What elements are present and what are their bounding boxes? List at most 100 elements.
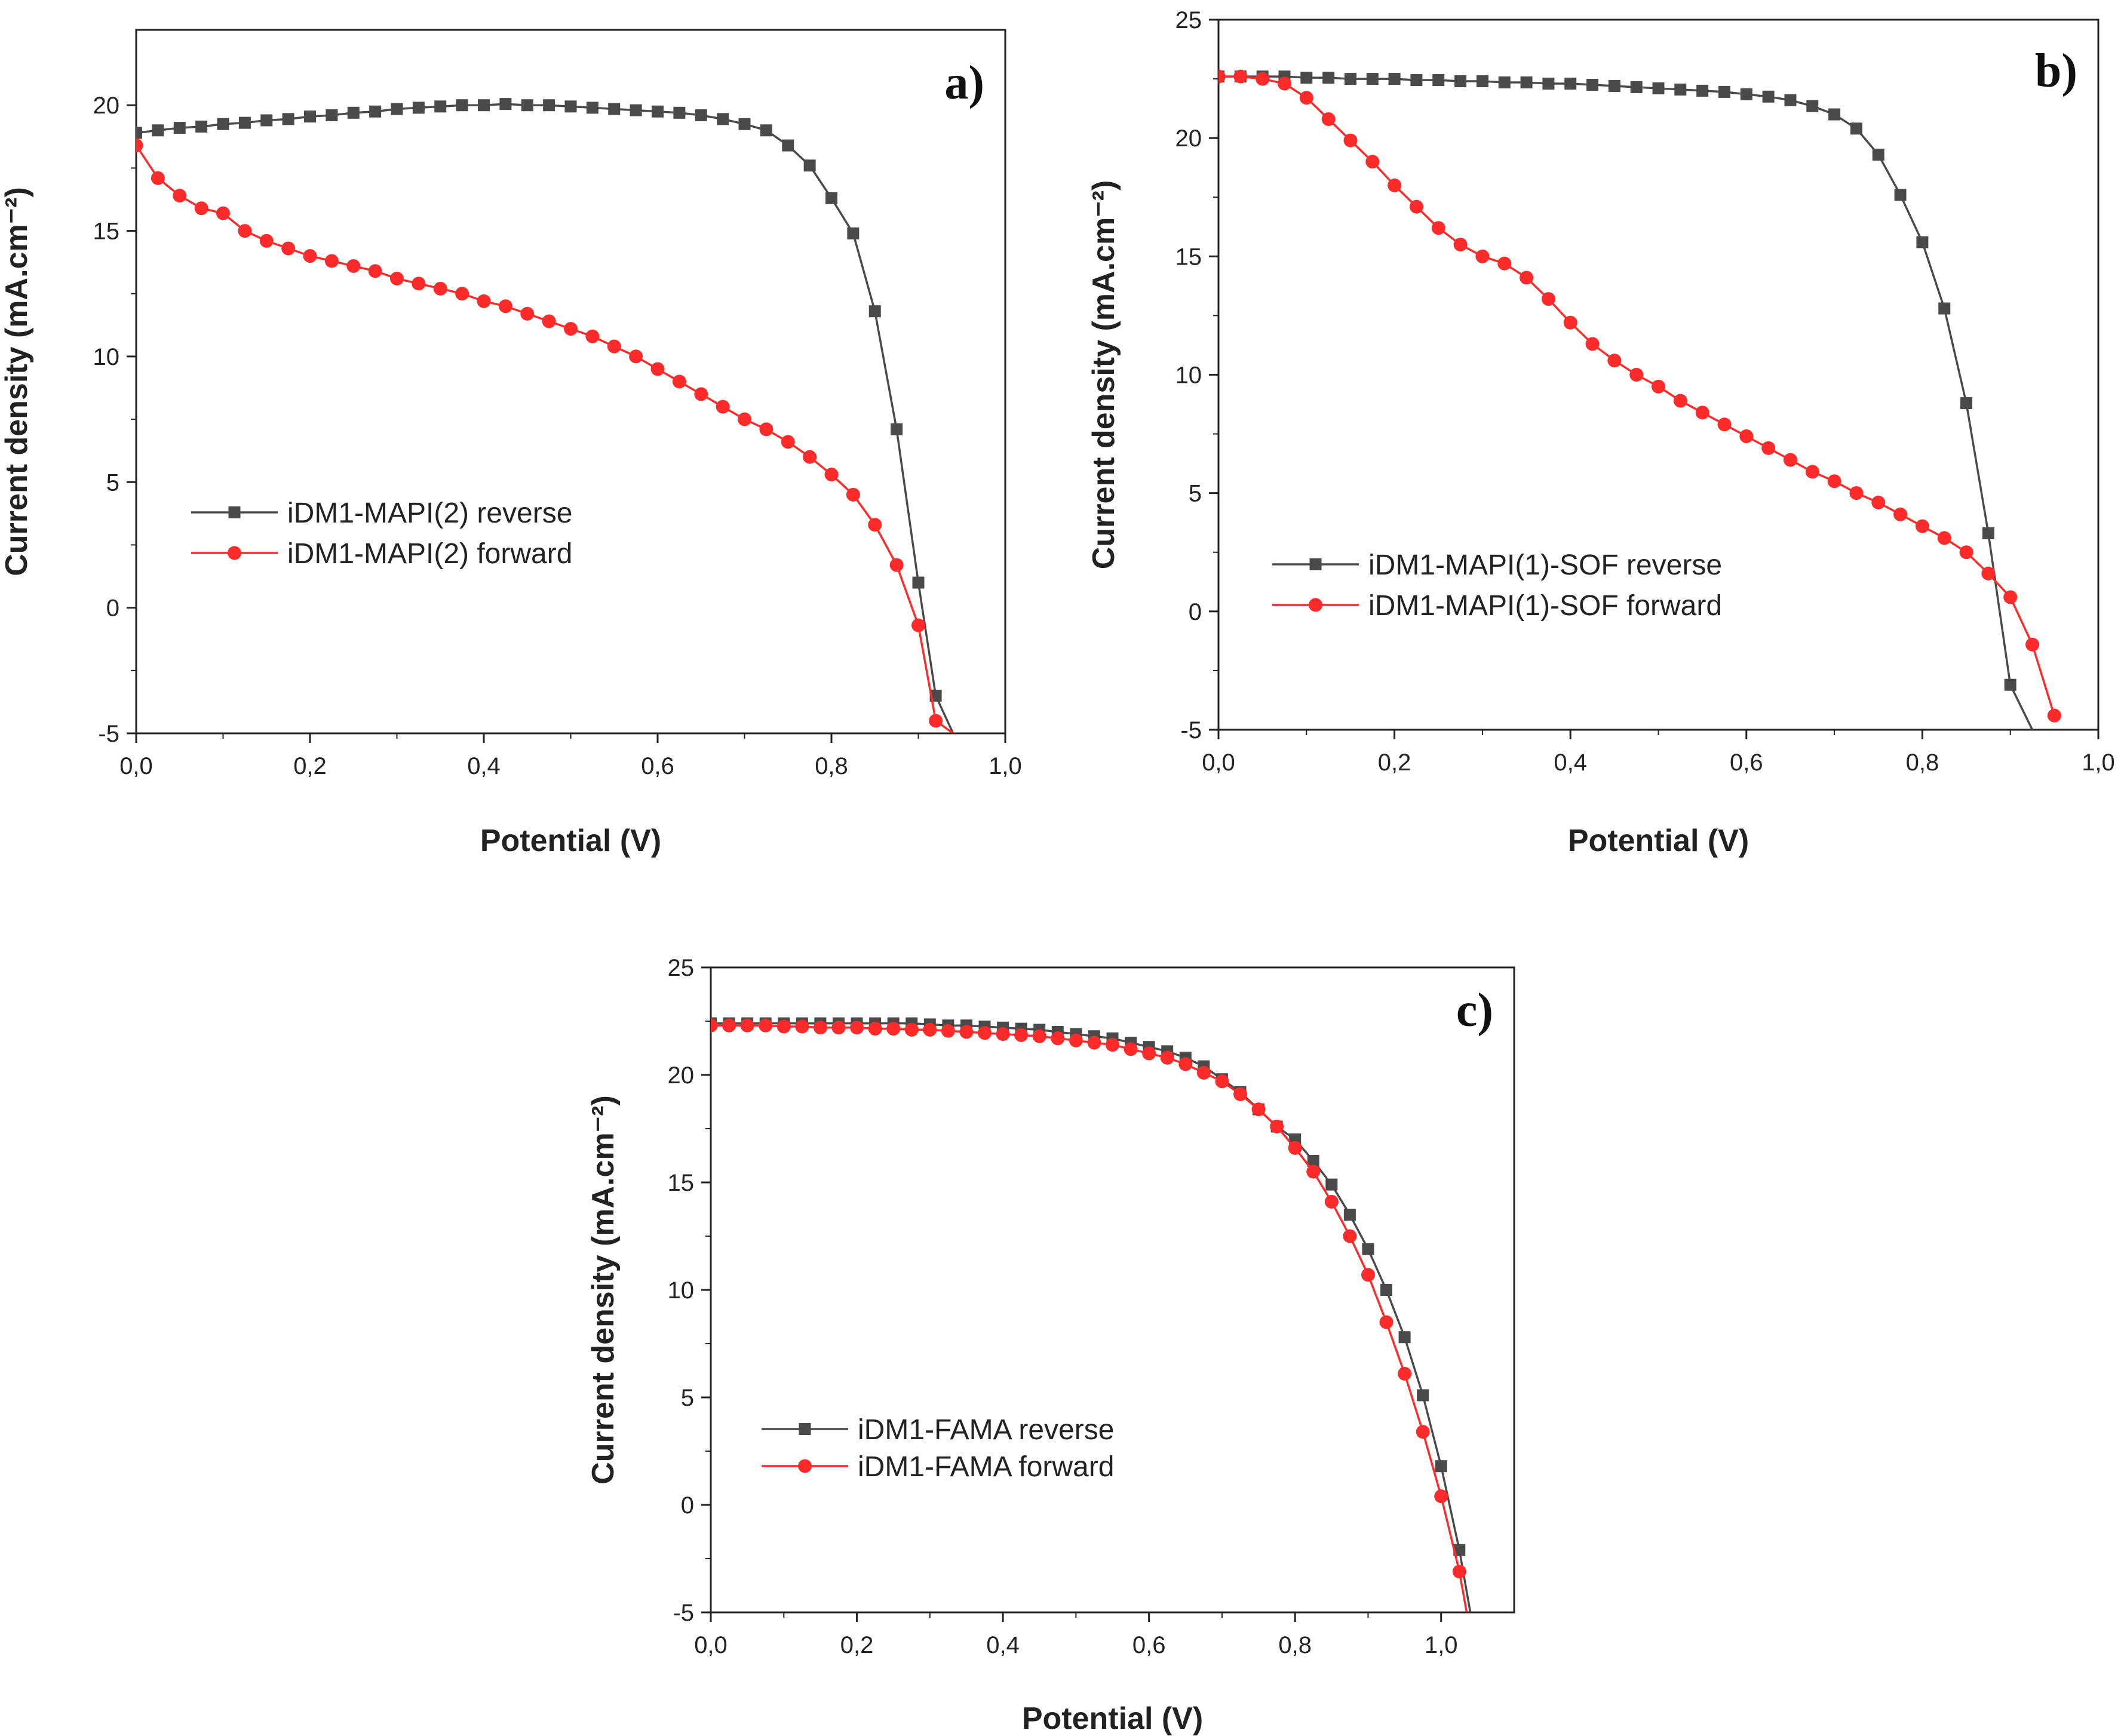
data-point-forward bbox=[911, 618, 925, 632]
data-point-forward bbox=[2025, 637, 2040, 652]
data-point-forward bbox=[996, 1027, 1010, 1041]
data-point-forward bbox=[850, 1021, 864, 1035]
data-point-forward bbox=[1849, 486, 1864, 500]
data-point-forward bbox=[889, 558, 904, 572]
data-point-reverse bbox=[1586, 78, 1599, 91]
data-point-reverse bbox=[652, 105, 664, 118]
y-tick-label: -5 bbox=[1180, 717, 1202, 743]
data-point-reverse bbox=[260, 114, 273, 127]
data-point-forward bbox=[929, 714, 943, 728]
data-point-reverse bbox=[891, 423, 903, 435]
data-point-forward bbox=[1233, 1087, 1247, 1101]
y-tick-label: 15 bbox=[1175, 244, 1202, 270]
y-tick-label: 0 bbox=[106, 595, 119, 622]
data-point-reverse bbox=[2004, 678, 2016, 691]
data-point-forward bbox=[694, 387, 708, 401]
data-point-forward bbox=[324, 254, 339, 268]
data-point-forward bbox=[868, 1022, 882, 1036]
data-point-reverse bbox=[1380, 1284, 1393, 1296]
data-point-reverse bbox=[217, 118, 229, 130]
data-point-forward bbox=[1343, 133, 1358, 148]
data-point-reverse bbox=[1343, 1209, 1356, 1221]
x-tick-label: 1,0 bbox=[2082, 749, 2115, 776]
data-point-forward bbox=[722, 1018, 736, 1033]
data-point-reverse bbox=[1362, 1243, 1374, 1255]
chart-panel-3: 0,0 0,2 0,4 0,6 0,8 1,0 -5 0 5 10 15 20 25 Potential … bbox=[586, 955, 1515, 1736]
data-point-forward bbox=[1717, 417, 1732, 432]
data-point-forward bbox=[1783, 453, 1797, 467]
data-point-reverse bbox=[326, 109, 338, 122]
data-point-reverse bbox=[152, 124, 164, 137]
data-point-reverse bbox=[1453, 1544, 1466, 1556]
data-point-forward bbox=[1218, 69, 1226, 84]
data-point-forward bbox=[303, 249, 317, 263]
data-point-reverse bbox=[825, 192, 837, 204]
data-point-reverse bbox=[760, 124, 772, 137]
x-tick-label: 0,8 bbox=[1906, 749, 1939, 776]
data-point-reverse bbox=[1322, 72, 1335, 84]
data-point-reverse bbox=[1410, 74, 1423, 87]
legend-marker bbox=[1309, 598, 1322, 612]
y-tick-label: 5 bbox=[1189, 481, 1202, 507]
data-point-reverse bbox=[586, 102, 598, 114]
legend-label: iDM1-MAPI(2) reverse bbox=[287, 497, 572, 529]
data-point-forward bbox=[607, 339, 621, 354]
data-point-reverse bbox=[1652, 82, 1665, 94]
data-point-forward bbox=[1629, 368, 1644, 382]
legend-entry: iDM1-MAPI(1)-SOF forward bbox=[1272, 590, 1722, 622]
data-point-forward bbox=[1607, 354, 1622, 368]
data-point-forward bbox=[1142, 1046, 1156, 1061]
panel-tag: b) bbox=[2035, 45, 2077, 97]
series-line-reverse bbox=[711, 1022, 1472, 1612]
data-point-reverse bbox=[1674, 83, 1687, 96]
data-point-forward bbox=[564, 322, 578, 336]
y-tick-label: 5 bbox=[106, 469, 119, 496]
data-point-forward bbox=[346, 259, 361, 273]
data-point-forward bbox=[1321, 112, 1336, 126]
data-point-reverse bbox=[521, 99, 533, 112]
series-group bbox=[711, 1017, 1472, 1612]
y-tick-label: 0 bbox=[1189, 599, 1202, 625]
data-point-forward bbox=[259, 233, 274, 248]
data-point-forward bbox=[795, 1019, 809, 1034]
data-point-forward bbox=[1196, 1065, 1211, 1080]
data-point-forward bbox=[1981, 566, 1996, 580]
data-point-reverse bbox=[912, 576, 925, 589]
data-point-forward bbox=[151, 171, 165, 185]
data-point-reverse bbox=[1916, 236, 1929, 248]
data-point-forward bbox=[1937, 531, 1951, 545]
legend-marker bbox=[799, 1423, 811, 1435]
data-point-reverse bbox=[478, 99, 490, 112]
data-point-reverse bbox=[369, 105, 382, 118]
data-point-reverse bbox=[1718, 85, 1730, 98]
data-point-forward bbox=[740, 1018, 754, 1033]
x-tick-label: 0,0 bbox=[1202, 749, 1235, 776]
data-point-forward bbox=[1277, 76, 1291, 91]
data-point-reverse bbox=[1828, 108, 1841, 121]
data-point-forward bbox=[824, 468, 839, 482]
y-tick-label: 15 bbox=[668, 1170, 695, 1196]
data-point-forward bbox=[281, 241, 296, 256]
data-point-reverse bbox=[608, 103, 621, 115]
data-point-forward bbox=[1014, 1028, 1029, 1042]
data-point-forward bbox=[520, 306, 535, 321]
data-point-reverse bbox=[868, 305, 881, 318]
y-axis-label: Current density (mA.cm⁻²) bbox=[1086, 180, 1121, 570]
data-point-reverse bbox=[1938, 302, 1951, 315]
y-axis-label: Current density (mA.cm⁻²) bbox=[586, 1095, 621, 1485]
legend-entry: iDM1-FAMA forward bbox=[762, 1451, 1114, 1483]
data-point-reverse bbox=[1542, 78, 1555, 90]
data-point-forward bbox=[1673, 394, 1687, 408]
data-point-forward bbox=[759, 1018, 773, 1033]
data-point-forward bbox=[1585, 337, 1600, 351]
data-point-forward bbox=[433, 281, 447, 296]
data-point-forward bbox=[1805, 465, 1819, 479]
data-point-reverse bbox=[1982, 527, 1994, 540]
data-point-forward bbox=[238, 224, 252, 238]
data-point-reverse bbox=[1307, 1155, 1319, 1167]
data-point-reverse bbox=[1762, 90, 1775, 103]
data-point-forward bbox=[886, 1022, 901, 1036]
x-axis-label: Potential (V) bbox=[1568, 824, 1749, 858]
data-point-reverse bbox=[847, 227, 860, 239]
data-point-reverse bbox=[391, 103, 403, 115]
